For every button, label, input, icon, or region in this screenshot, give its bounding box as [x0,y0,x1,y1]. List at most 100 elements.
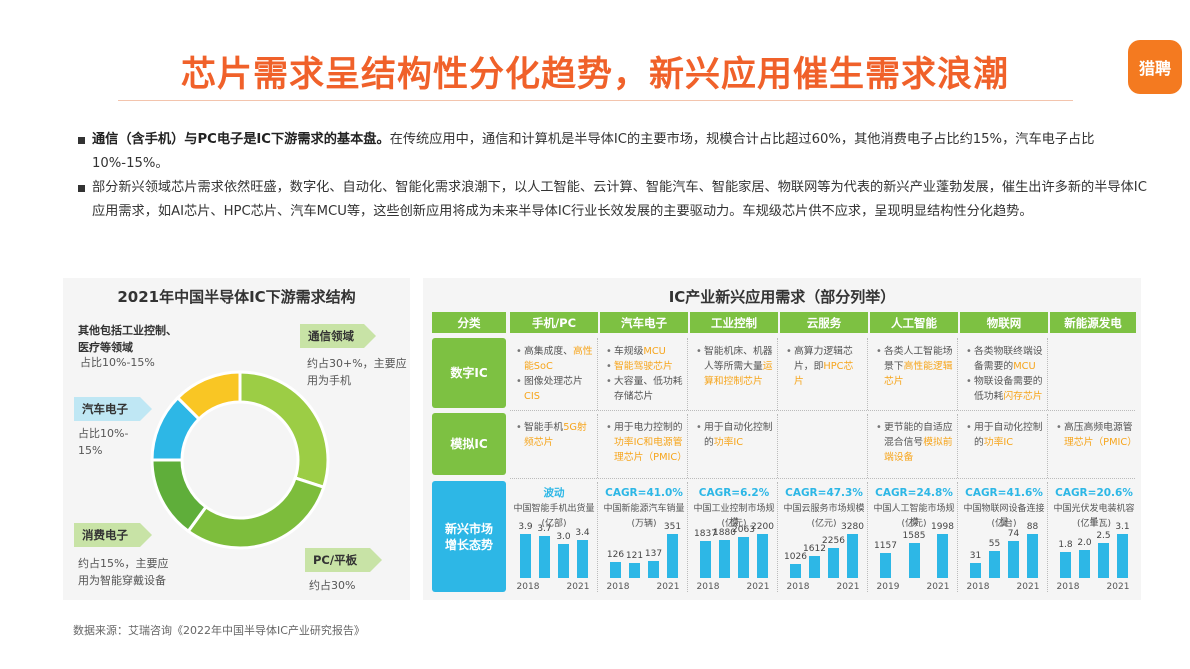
market-bar [719,540,730,578]
market-bar-label: 31 [969,550,982,561]
bullet-bold-text: 通信（含手机）与PC电子是IC下游需求的基本盘。 [92,132,390,147]
market-bar [1098,542,1109,578]
note-pc: 约占30% [309,579,356,592]
market-bar [667,534,678,578]
bullet-text: 在传统应用中，通信和计算机是半导体IC的主要市场，规模合计占比超过60%，其他消… [92,132,1095,171]
market-cagr: CAGR=41.0% [605,487,683,499]
cell-text: 高集成度、 [524,346,573,357]
cell-text: 混合信号 [884,437,924,448]
cell-text: 高压高频电源管 [1064,422,1133,433]
market-cagr: CAGR=41.6% [965,487,1043,499]
market-cagr: CAGR=6.2% [698,487,770,499]
market-year-end: 2021 [836,582,860,592]
market-year-end: 2021 [566,582,590,592]
label-text: 消费电子 [82,528,128,542]
market-cell: CAGR=20.6% 中国光伏发电装机容量 (亿千瓦) 1.8 2.0 2.5 3.1 201… [1050,482,1138,592]
cell-text: 人等所需大量 [704,361,763,372]
market-bar-label: 1157 [874,540,897,551]
market-bar-label: 351 [663,522,682,532]
label-text: 通信领域 [308,329,354,343]
highlight-text: 运算和控制芯片 [704,361,773,387]
cell-analog-cloud [780,414,868,478]
market-year-end: 2021 [656,582,680,592]
label-cons: 消费电子 [74,523,152,547]
row-divider [510,478,1135,479]
market-year-start: 2019 [876,582,900,592]
market-cagr: CAGR=47.3% [785,487,863,499]
row-label-analog: 模拟IC [432,413,506,475]
note-line: 其他包括工业控制、 [78,324,177,337]
market-bar [809,556,820,578]
market-bar-label: 1026 [784,552,807,563]
brand-logo: 猎聘 [1128,40,1182,94]
bullet-list: 通信（含手机）与PC电子是IC下游需求的基本盘。在传统应用中，通信和计算机是半导… [78,128,1148,224]
market-bar [970,562,981,578]
label-text: 汽车电子 [82,402,128,416]
market-bar [1008,541,1019,578]
note-line: 占比10%- [78,427,129,440]
highlight-text: CIS [524,391,540,402]
market-unit: (亿元) [721,519,747,529]
note-auto: 占比10%- 15% [78,425,128,459]
row-divider [510,410,1135,411]
market-bar [847,534,858,578]
market-cagr: CAGR=24.8% [875,487,953,499]
note-cons: 约占15%，主要应 用为智能穿戴设备 [78,555,168,589]
market-bar-label: 2063 [732,524,755,535]
donut-slice [238,370,330,490]
highlight-text: 模拟前 [923,437,953,448]
cell-text: 物联设备需要的 [974,376,1043,387]
market-year-start: 2018 [696,582,720,592]
highlight-text: 功率IC [983,437,1014,448]
highlight-text: 闪存芯片 [1003,391,1043,402]
market-bar-label: 1837 [694,529,717,540]
market-bar-label: 74 [1007,529,1020,539]
cell-text: 存储芯片 [614,391,654,402]
cell-text: 图像处理芯片 [524,376,583,387]
cell-analog-industrial: 用于自动化控制的功率IC [690,414,778,478]
market-bar [757,534,768,578]
market-year-start: 2018 [786,582,810,592]
cell-text: 智能手机 [524,422,564,433]
cell-digital-phone: 高集成度、高性能SoC 图像处理芯片 CIS [510,338,598,410]
highlight-text: 端设备 [884,452,914,463]
row-label-line: 增长态势 [444,537,493,552]
table-header-cell: 工业控制 [690,312,778,333]
highlight-text: 理芯片（PMIC） [614,452,688,463]
market-bar-label: 3.0 [556,532,571,543]
note-line: 约占30+%，主要应 [307,357,407,370]
market-bar-label: 121 [625,550,644,561]
market-cagr: CAGR=20.6% [1055,487,1133,499]
market-bar [648,560,659,578]
market-bar [1079,549,1090,578]
row-label-digital: 数字IC [432,338,506,408]
market-cell: CAGR=24.8% 中国人工智能市场规模 (亿元) 1157 1585 1998 2019… [870,482,958,592]
market-bar [908,543,920,578]
market-year-end: 2021 [746,582,770,592]
market-unit: (万辆) [631,519,657,529]
market-unit: (亿千瓦) [1076,519,1112,529]
market-unit: (亿台) [991,519,1017,529]
market-bar-label: 1585 [902,531,926,542]
arrow-icon [140,523,152,547]
cell-digital-auto: 车规级MCU 智能驾驶芯片 大容量、低功耗存储芯片 [600,338,688,410]
cell-analog-energy: 高压高频电源管理芯片（PMIC） [1050,414,1138,478]
market-desc: 中国物联网设备连接量 [963,504,1045,528]
highlight-text: 理芯片（PMIC） [1064,437,1138,448]
source-note: 数据来源：艾瑞咨询《2022年中国半导体IC产业研究报告》 [73,624,365,637]
note-line: 15% [78,444,103,457]
cell-text: 用于自动化控制 [704,422,773,433]
market-desc: 中国云服务市场规模 [783,504,865,514]
market-bar-label: 126 [606,550,625,561]
market-year-start: 2018 [966,582,990,592]
highlight-text: MCU [1013,361,1036,372]
table-header-cell: 云服务 [780,312,868,333]
market-bar [700,541,711,578]
highlight-text: 高性能SoC [524,346,593,372]
donut-title: 2021年中国半导体IC下游需求结构 [117,288,356,306]
market-year-end: 2021 [1106,582,1130,592]
market-desc: 中国工业控制市场规模 [693,504,775,528]
cell-text: 高算力逻辑芯片， [794,346,853,372]
highlight-text: 频芯片 [524,437,554,448]
market-unit: (亿元) [901,519,927,529]
